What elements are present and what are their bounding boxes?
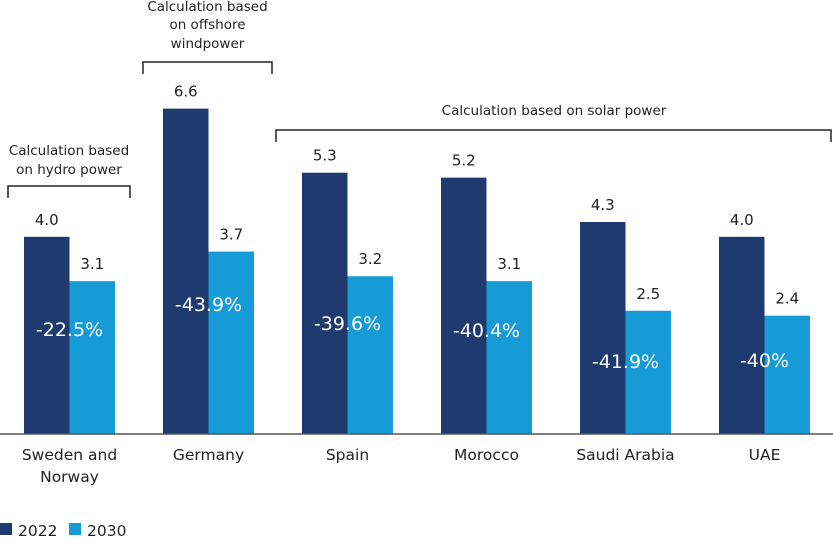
annotation-bracket — [142, 61, 273, 74]
value-label: 4.0 — [730, 211, 754, 229]
change-label: -22.5% — [36, 319, 103, 341]
legend-label: 2022 — [18, 522, 57, 540]
value-label: 3.1 — [497, 255, 521, 273]
change-label: -43.9% — [175, 294, 242, 316]
bar-2022 — [163, 108, 209, 435]
value-label: 3.1 — [80, 255, 104, 273]
value-label: 4.0 — [35, 211, 59, 229]
change-label: -40% — [740, 350, 789, 372]
category-label: Morocco — [454, 446, 519, 464]
bar-2022 — [441, 177, 487, 434]
bar-2022 — [24, 236, 70, 434]
bar-2030 — [347, 276, 393, 434]
bar-2030 — [208, 251, 254, 434]
annotation-text: windpower — [171, 36, 245, 52]
value-label: 4.3 — [591, 196, 615, 214]
annotation-text: on hydro power — [16, 162, 122, 178]
bar-2030 — [625, 310, 671, 434]
value-label: 2.4 — [775, 290, 799, 308]
value-label: 3.7 — [219, 226, 243, 244]
annotation-text: on offshore — [169, 17, 245, 33]
value-label: 5.3 — [313, 147, 337, 165]
change-label: -40.4% — [453, 320, 520, 342]
category-label: Spain — [326, 446, 369, 464]
category-label: Norway — [40, 468, 99, 486]
bar-2030 — [764, 315, 810, 434]
annotation-text: Calculation based — [147, 0, 267, 15]
legend-swatch-2030 — [69, 523, 81, 535]
bar-2030 — [486, 281, 532, 434]
bar-2022 — [302, 172, 348, 434]
bar-2030 — [69, 281, 115, 434]
change-label: -39.6% — [314, 313, 381, 335]
value-label: 5.2 — [452, 152, 476, 170]
value-label: 2.5 — [636, 285, 660, 303]
category-label: UAE — [749, 446, 781, 464]
legend-label: 2030 — [87, 522, 126, 540]
category-label: Germany — [173, 446, 244, 464]
change-label: -41.9% — [592, 351, 659, 373]
legend-swatch-2022 — [0, 523, 12, 535]
category-label: Sweden and — [22, 446, 117, 464]
category-label: Saudi Arabia — [576, 446, 674, 464]
bar-2022 — [719, 236, 765, 434]
annotation-text: Calculation based on solar power — [442, 103, 667, 119]
bar-2022 — [580, 222, 626, 434]
annotation-bracket — [7, 185, 131, 198]
annotation-text: Calculation based — [9, 143, 129, 159]
value-label: 3.2 — [358, 250, 382, 268]
annotation-bracket — [275, 129, 832, 142]
value-label: 6.6 — [174, 83, 198, 101]
